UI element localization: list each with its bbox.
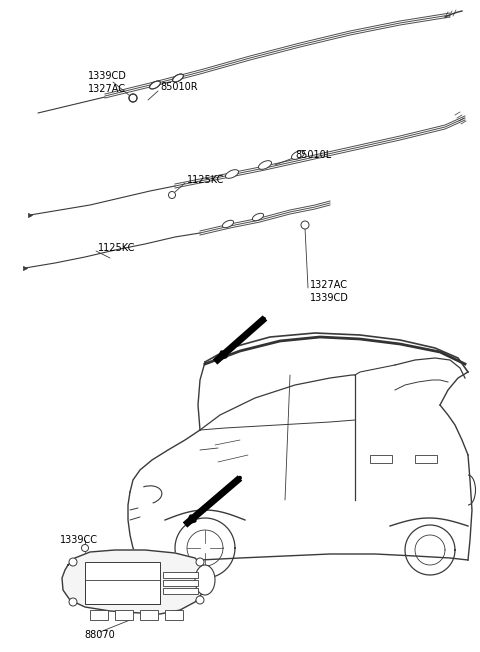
Circle shape [196, 558, 204, 566]
Circle shape [196, 596, 204, 604]
Circle shape [168, 192, 176, 198]
Ellipse shape [222, 220, 234, 228]
Bar [85, 562, 160, 604]
Circle shape [82, 544, 88, 552]
Circle shape [301, 221, 309, 229]
Ellipse shape [252, 213, 264, 221]
Bar [163, 572, 198, 578]
Polygon shape [62, 550, 205, 614]
Circle shape [129, 94, 137, 102]
Text: 88070: 88070 [84, 630, 115, 640]
Bar [90, 610, 108, 620]
Ellipse shape [226, 170, 239, 179]
Bar [163, 580, 198, 586]
Bar [163, 588, 198, 594]
Bar [115, 610, 133, 620]
Text: 1327AC: 1327AC [88, 84, 126, 94]
Bar [140, 610, 158, 620]
Text: 1327AC: 1327AC [310, 280, 348, 290]
Circle shape [69, 598, 77, 606]
Text: 1339CD: 1339CD [310, 293, 349, 303]
Ellipse shape [150, 81, 160, 89]
Bar [85, 580, 160, 604]
Bar [165, 610, 183, 620]
Ellipse shape [195, 565, 215, 595]
Text: 85010L: 85010L [295, 150, 331, 160]
Circle shape [69, 558, 77, 566]
Ellipse shape [173, 74, 183, 82]
Bar [370, 455, 392, 463]
Text: 1125KC: 1125KC [187, 175, 224, 185]
Text: 1125KC: 1125KC [98, 243, 135, 253]
Ellipse shape [259, 160, 272, 170]
Text: 1339CD: 1339CD [88, 71, 127, 81]
Text: 1339CC: 1339CC [60, 535, 98, 545]
Text: 85010R: 85010R [160, 82, 198, 92]
Bar [415, 455, 437, 463]
Ellipse shape [291, 151, 304, 159]
